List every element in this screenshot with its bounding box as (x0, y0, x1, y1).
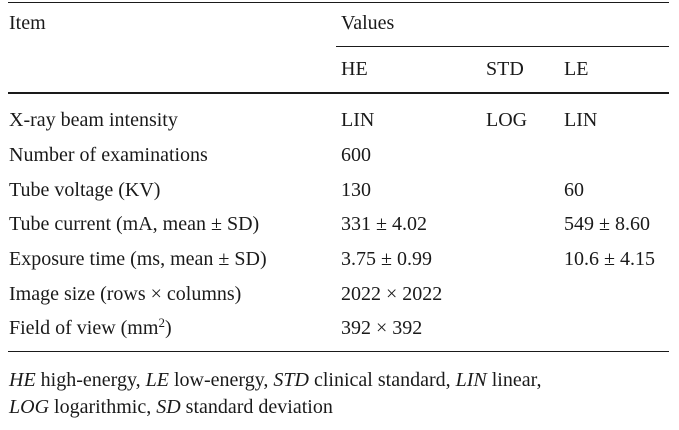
footnote-abbr: HE (9, 369, 36, 391)
row-item: Field of view (mm2) (9, 316, 172, 340)
row-item: Tube current (mA, mean ± SD) (9, 213, 260, 235)
footnote-text: logarithmic, (49, 396, 157, 418)
row-item: X-ray beam intensity (9, 109, 178, 131)
row-he: 3.75 ± 0.99 (341, 248, 432, 270)
row-le: 60 (564, 179, 584, 201)
row-item-text: Field of view (mm (9, 317, 159, 339)
header-le: LE (564, 58, 589, 80)
row-item-tail: ) (164, 317, 172, 339)
row-std: LOG (486, 109, 528, 131)
row-le: LIN (564, 109, 598, 131)
row-he: LIN (341, 109, 375, 131)
header-item: Item (9, 12, 46, 34)
row-item: Image size (rows × columns) (9, 283, 242, 305)
row-le: 549 ± 8.60 (564, 213, 650, 235)
table-footnote: HE high-energy, LE low-energy, STD clini… (9, 367, 669, 421)
row-he: 600 (341, 144, 371, 166)
row-he: 392 × 392 (341, 317, 423, 339)
footnote-text: clinical standard, (309, 369, 456, 391)
top-rule (8, 2, 669, 3)
header-std: STD (486, 58, 524, 80)
row-he: 331 ± 4.02 (341, 213, 427, 235)
bottom-rule (8, 351, 669, 352)
header-rule (8, 92, 669, 94)
header-values: Values (341, 12, 395, 34)
row-item: Number of examinations (9, 144, 208, 166)
footnote-text: high-energy, (35, 369, 146, 391)
footnote-text: linear, (486, 369, 542, 391)
footnote-abbr: LIN (455, 369, 487, 391)
row-he: 130 (341, 179, 371, 201)
footnote-text: standard deviation (180, 396, 333, 418)
footnote-abbr: LOG (9, 396, 50, 418)
footnote-abbr: LE (145, 369, 169, 391)
row-item: Tube voltage (KV) (9, 179, 161, 201)
footnote-text: low-energy, (169, 369, 274, 391)
footnote-abbr: STD (273, 369, 309, 391)
row-he: 2022 × 2022 (341, 283, 443, 305)
header-he: HE (341, 58, 368, 80)
row-item: Exposure time (ms, mean ± SD) (9, 248, 267, 270)
row-le: 10.6 ± 4.15 (564, 248, 655, 270)
superscript: 2 (158, 315, 165, 330)
footnote-abbr: SD (156, 396, 181, 418)
values-subrule (336, 46, 669, 47)
